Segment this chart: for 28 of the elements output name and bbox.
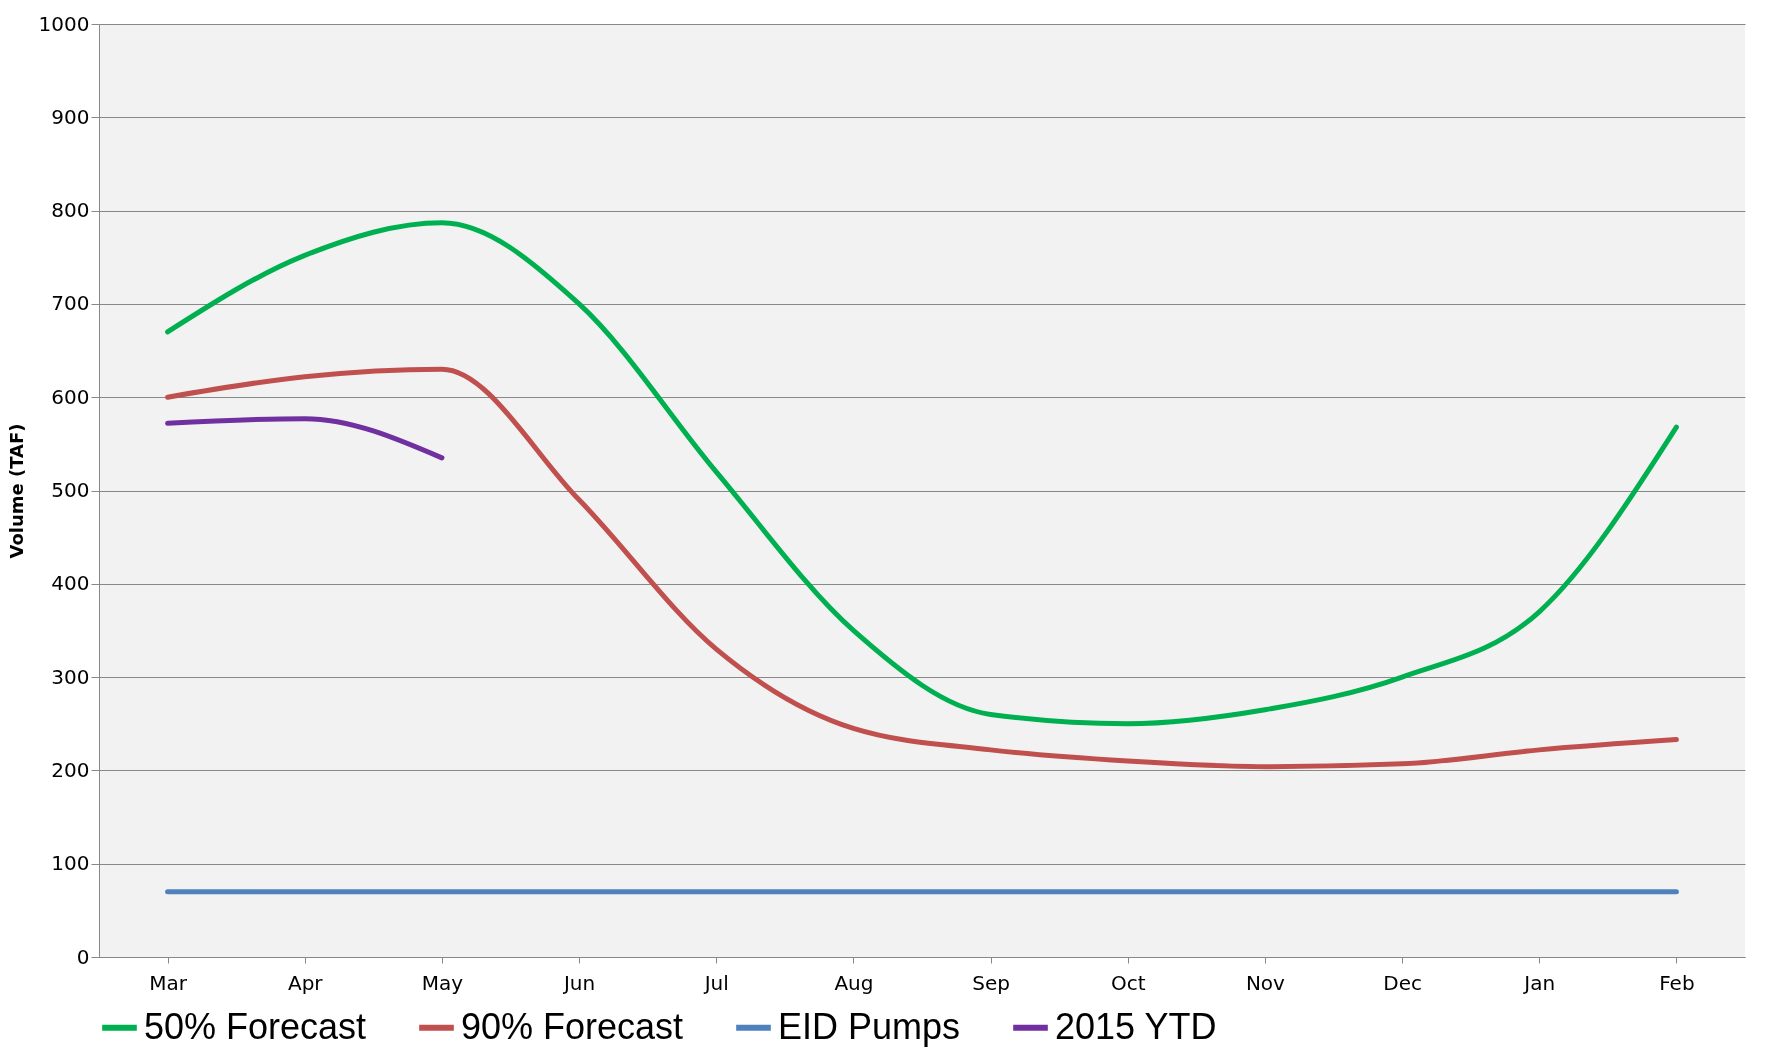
legend-label: 2015 YTD (1055, 1005, 1217, 1047)
x-tick-label: Apr (287, 970, 324, 995)
x-tick-label: Jun (561, 970, 596, 995)
x-tick-label: Nov (1245, 970, 1286, 995)
y-tick-label: 1000 (38, 11, 90, 36)
y-tick-label: 700 (51, 291, 90, 316)
y-tick-label: 200 (51, 757, 90, 782)
x-tick-label: Jul (702, 970, 729, 995)
x-tick-label: Feb (1659, 970, 1695, 995)
y-tick-label: 100 (51, 851, 90, 876)
x-tick-label: Mar (149, 970, 188, 995)
x-tick-label: Dec (1383, 970, 1422, 995)
legend-label: 90% Forecast (461, 1005, 684, 1047)
y-tick-label: 600 (51, 384, 90, 409)
x-tick-label: Aug (834, 970, 874, 995)
legend-label: 50% Forecast (144, 1005, 367, 1047)
legend-label: EID Pumps (778, 1005, 961, 1047)
y-tick-label: 400 (51, 571, 90, 596)
y-tick-label: 0 (76, 944, 90, 969)
y-tick-label: 800 (51, 198, 90, 223)
y-tick-label: 300 (51, 664, 90, 689)
x-tick-label: Sep (972, 970, 1010, 995)
y-axis-title: Volume (TAF) (5, 423, 27, 559)
y-tick-label: 500 (51, 478, 90, 502)
x-tick-label: Jan (1522, 970, 1556, 995)
y-tick-label: 900 (51, 104, 90, 129)
x-tick-label: Oct (1110, 970, 1146, 995)
x-tick-label: May (421, 970, 464, 995)
